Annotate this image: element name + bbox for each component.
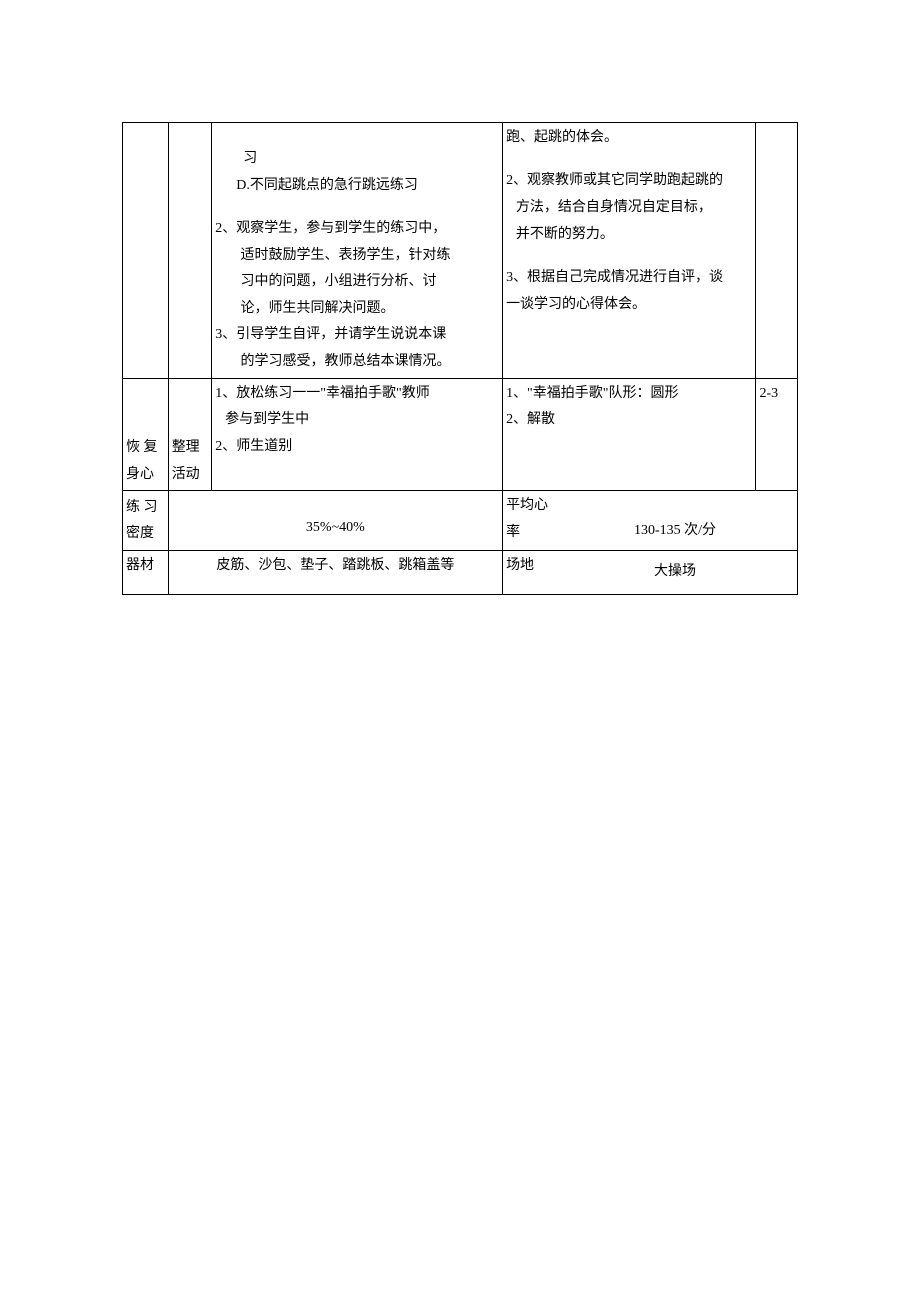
text: 2、观察学生，参与到学生的练习中， — [215, 221, 446, 236]
text: D.不同起跳点的急行跳远练习 — [236, 178, 418, 193]
text: 35%~40% — [306, 520, 365, 535]
table-row: 器材 皮筋、沙包、垫子、踏跳板、跳箱盖等 场地 大操场 — [123, 550, 798, 594]
cell-heartrate: 平均心率 130-135 次/分 — [503, 491, 798, 551]
text: 的学习感受，教师总结本课情况。 — [240, 354, 450, 369]
cell-student-activity: 跑、起跳的体会。 2、观察教师或其它同学助跑起跳的 方法，结合自身情况自定目标，… — [503, 123, 756, 379]
text: 2、师生道别 — [215, 439, 292, 454]
cell-time: 2-3 — [756, 378, 798, 491]
text: 适时鼓励学生、表扬学生，针对练 — [240, 248, 450, 263]
text: 一谈学习的心得体会。 — [506, 297, 646, 312]
cell-venue: 场地 大操场 — [503, 550, 798, 594]
document-page: 习 D.不同起跳点的急行跳远练习 2、观察学生，参与到学生的练习中， 适时鼓励学… — [0, 0, 920, 1301]
cell-density: 35%~40% — [168, 491, 502, 551]
cell-student-activity: 1、"幸福拍手歌"队形：圆形 2、解散 — [503, 378, 756, 491]
cell-label: 器材 — [123, 550, 169, 594]
cell-teacher-activity: 1、放松练习一一"幸福拍手歌"教师 参与到学生中 2、师生道别 — [212, 378, 503, 491]
text: 器材 — [126, 558, 154, 573]
text: 1、"幸福拍手歌"队形：圆形 — [506, 386, 678, 401]
text: 平均心率 — [506, 498, 548, 540]
cell-time — [756, 123, 798, 379]
text: 1、放松练习一一"幸福拍手歌"教师 — [215, 386, 429, 401]
text: 2、观察教师或其它同学助跑起跳的 — [506, 173, 723, 188]
cell-phase: 恢 复身心 — [123, 378, 169, 491]
table-row: 习 D.不同起跳点的急行跳远练习 2、观察学生，参与到学生的练习中， 适时鼓励学… — [123, 123, 798, 379]
lesson-plan-table: 习 D.不同起跳点的急行跳远练习 2、观察学生，参与到学生的练习中， 适时鼓励学… — [122, 122, 798, 595]
cell-label: 练 习密度 — [123, 491, 169, 551]
table-row: 恢 复身心 整理活动 1、放松练习一一"幸福拍手歌"教师 参与到学生中 2、师生… — [123, 378, 798, 491]
text: 论，师生共同解决问题。 — [240, 301, 394, 316]
text: 参与到学生中 — [225, 412, 309, 427]
text: 2、解散 — [506, 412, 555, 427]
cell-equipment: 皮筋、沙包、垫子、踏跳板、跳箱盖等 — [168, 550, 502, 594]
text: 恢 复身心 — [126, 440, 158, 482]
text: 并不断的努力。 — [516, 227, 614, 242]
text: 练 习密度 — [126, 500, 158, 542]
text: 3、根据自己完成情况进行自评，谈 — [506, 270, 723, 285]
text: 方法，结合自身情况自定目标， — [516, 200, 712, 215]
text: 大操场 — [654, 564, 696, 579]
cell-teacher-activity: 习 D.不同起跳点的急行跳远练习 2、观察学生，参与到学生的练习中， 适时鼓励学… — [212, 123, 503, 379]
text: 习 — [243, 151, 257, 166]
text: 2-3 — [759, 386, 778, 401]
cell-phase — [123, 123, 169, 379]
text: 整理活动 — [172, 440, 200, 482]
text: 3、引导学生自评，并请学生说说本课 — [215, 327, 446, 342]
text: 皮筋、沙包、垫子、踏跳板、跳箱盖等 — [216, 558, 454, 573]
text: 130-135 次/分 — [634, 523, 716, 538]
text: 习中的问题，小组进行分析、讨 — [240, 274, 436, 289]
cell-activity-type — [168, 123, 212, 379]
text: 场地 — [506, 558, 534, 573]
text: 跑、起跳的体会。 — [506, 130, 618, 145]
cell-activity-type: 整理活动 — [168, 378, 212, 491]
table-row: 练 习密度 35%~40% 平均心率 130-135 次/分 — [123, 491, 798, 551]
